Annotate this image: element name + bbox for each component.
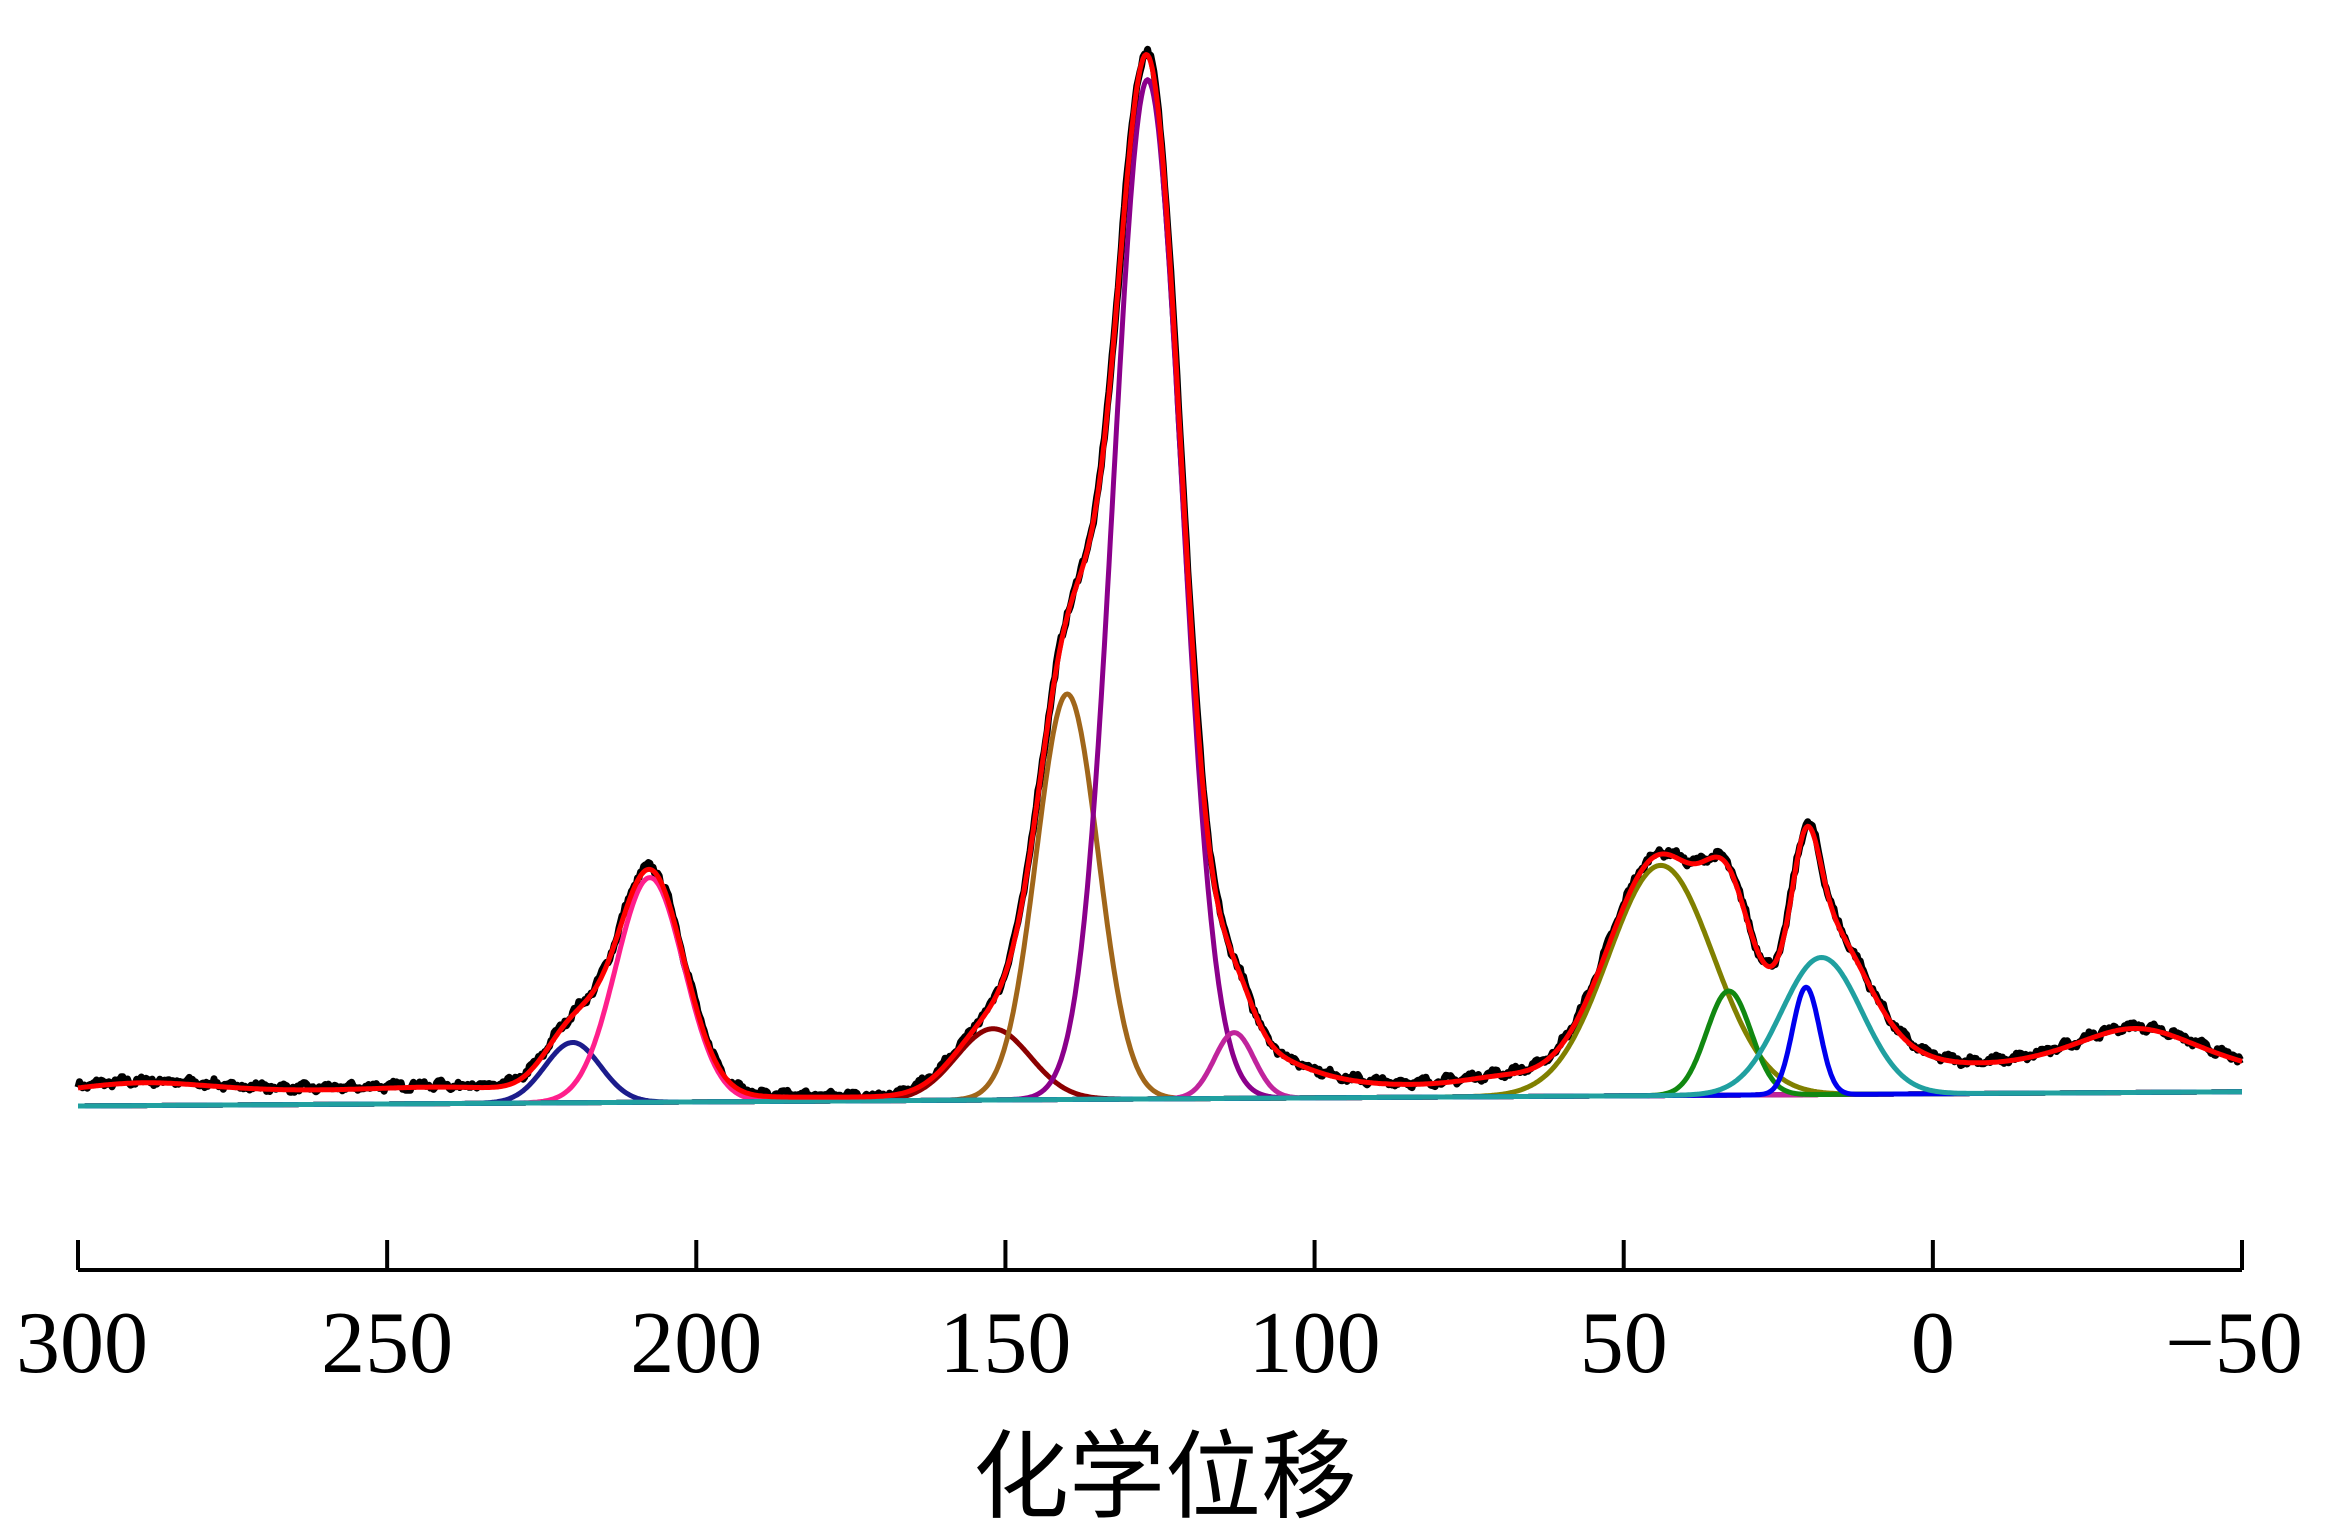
experimental-spectrum-line	[74, 45, 2244, 1103]
component-peak-5	[77, 77, 2243, 1109]
x-tick-label: 200	[630, 1295, 762, 1392]
x-tick-label: −50	[2165, 1295, 2303, 1392]
component-peak-2	[77, 875, 2243, 1109]
fitted-total-line	[77, 52, 2243, 1100]
x-axis-title: 化学位移	[973, 1421, 1357, 1527]
x-tick-label: 0	[1911, 1295, 1955, 1392]
x-axis: 300 250 200 150 100 50 0 −50	[16, 1240, 2303, 1392]
component-peak-10	[77, 955, 2243, 1109]
x-tick-label: 150	[939, 1295, 1071, 1392]
component-peak-7	[77, 862, 2243, 1109]
x-tick-label: 300	[16, 1295, 148, 1392]
plot-area	[74, 45, 2244, 1109]
x-tick-label: 50	[1580, 1295, 1668, 1392]
x-tick-label: 250	[321, 1295, 453, 1392]
x-tick-label: 100	[1249, 1295, 1381, 1392]
